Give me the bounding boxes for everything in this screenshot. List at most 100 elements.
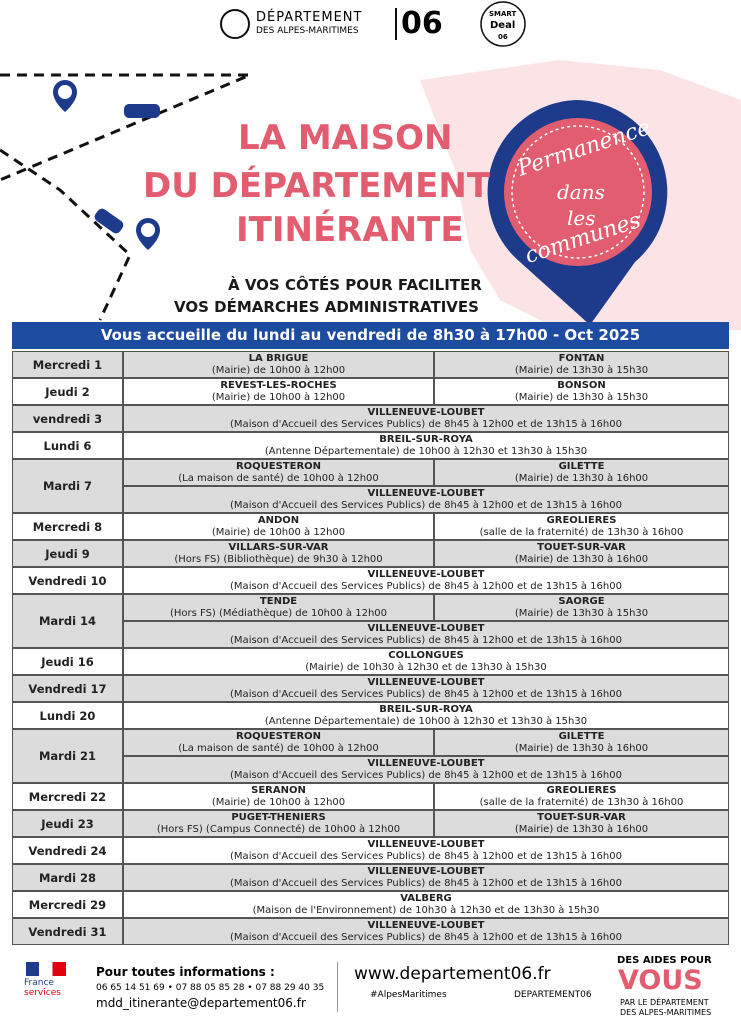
detail: (Maison d'Accueil des Services Publics) … [230,932,622,943]
logo-text: DÉPARTEMENT [256,10,363,25]
place: ROQUESTERON [235,461,322,472]
day: Jeudi 16 [41,654,94,669]
day: Jeudi 2 [45,384,90,399]
place: TOUET-SUR-VAR [537,542,626,553]
place: SAORGE [558,596,605,607]
day-cell: Vendredi 31 [12,918,123,945]
email: mdd_itinerante@departement06.fr [96,996,306,1010]
slot-cell: VILLENEUVE-LOUBET (Maison d'Accueil des S… [123,918,729,945]
place: FONTAN [558,353,605,364]
day: Vendredi 17 [28,681,107,696]
place: VILLENEUVE-LOUBET [367,569,485,580]
place: ROQUESTERON [235,731,322,742]
logo-number: 06 [401,6,443,41]
slot-cell: REVEST-LES-ROCHES (Mairie) de 10h00 à 12h… [123,378,434,405]
place: GILETTE [558,731,605,742]
slot-cell: VILLENEUVE-LOUBET (Maison d'Accueil des S… [123,837,729,864]
day: Mercredi 22 [28,789,107,804]
day: Lundi 20 [39,708,96,723]
slot-cell: LA BRIGUE (Mairie) de 10h00 à 12h00 [123,351,434,378]
slot-cell: SAORGE (Mairie) de 13h30 à 15h30 [434,594,729,621]
slot-cell: BREIL-SUR-ROYA (Antenne Départementale) d… [123,432,729,459]
place: TENDE [259,596,298,607]
detail: (La maison de santé) de 10h00 à 12h00 [178,743,379,754]
day-cell: Mercredi 29 [12,891,123,918]
detail: (Mairie) de 13h30 à 16h00 [514,824,649,835]
slot-cell: VALBERG (Maison de l'Environnement) de 10… [123,891,729,918]
place: VILLENEUVE-LOUBET [367,677,485,688]
detail: (Maison d'Accueil des Services Publics) … [230,500,622,511]
detail: (Hors FS) (Médiathèque) de 10h00 à 12h00 [169,608,388,619]
slot-cell: VILLENEUVE-LOUBET (Maison d'Accueil des S… [123,864,729,891]
fs-logo: France [24,978,54,988]
place: VILLARS-SUR-VAR [228,542,329,553]
decor [0,1,741,330]
detail: (Mairie) de 10h30 à 12h30 et de 13h30 à … [305,662,547,673]
day: Mercredi 8 [32,519,103,534]
place: ANDON [257,515,300,526]
detail: (Mairie) de 13h30 à 16h00 [514,554,649,565]
social: DEPARTEMENT06 [514,990,592,1000]
day-cell: Jeudi 23 [12,810,123,837]
detail: (Maison d'Accueil des Services Publics) … [230,689,622,700]
divider [337,962,338,1012]
day: Mercredi 1 [32,357,103,372]
place: BREIL-SUR-ROYA [379,434,473,445]
detail: (Hors FS) (Bibliothèque) de 9h30 à 12h00 [174,554,383,565]
slot-cell: PUGET-THENIERS (Hors FS) (Campus Connecté… [123,810,434,837]
slot-cell: VILLENEUVE-LOUBET (Maison d'Accueil des S… [123,405,729,432]
place: GREOLIERES [546,785,617,796]
place: VILLENEUVE-LOUBET [367,920,485,931]
detail: (Maison d'Accueil des Services Publics) … [230,419,622,430]
day: Mardi 28 [38,870,97,885]
day-cell: Vendredi 17 [12,675,123,702]
detail: (Mairie) de 13h30 à 16h00 [514,743,649,754]
day: Mardi 14 [38,614,97,628]
day: Mardi 7 [42,479,93,493]
place: LA BRIGUE [248,353,309,364]
day: Vendredi 10 [28,573,107,588]
place: COLLONGUES [388,650,464,661]
badge-text: Deal [490,20,516,31]
subtitle: VOS DÉMARCHES ADMINISTRATIVES [174,298,479,316]
aides: VOUS [618,965,703,996]
place: VILLENEUVE-LOUBET [367,488,485,499]
slot-cell: VILLARS-SUR-VAR (Hors FS) (Bibliothèque) … [123,540,434,567]
detail: (Maison d'Accueil des Services Publics) … [230,851,622,862]
badge-text: SMART [489,10,517,18]
detail: (Mairie) de 10h00 à 12h00 [211,392,346,403]
place: VILLENEUVE-LOUBET [367,758,485,769]
fs-logo: services [24,988,61,998]
day-cell: Vendredi 10 [12,567,123,594]
day-cell: Jeudi 9 [12,540,123,567]
slot-cell: TOUET-SUR-VAR (Mairie) de 13h30 à 16h00 [434,810,729,837]
day: Lundi 6 [43,438,92,453]
title: DU DÉPARTEMENT [143,166,491,206]
detail: (Mairie) de 10h00 à 12h00 [211,365,346,376]
detail: (Maison d'Accueil des Services Publics) … [230,770,622,781]
place: GILETTE [558,461,605,472]
detail: (Maison de l'Environnement) de 10h30 à 1… [252,905,600,916]
hashtag: #AlpesMaritimes [370,990,447,1000]
place: VALBERG [400,893,452,904]
place: GREOLIERES [546,515,617,526]
slot-cell: BREIL-SUR-ROYA (Antenne Départementale) d… [123,702,729,729]
info-title: Pour toutes informations : [96,965,275,979]
detail: (Maison d'Accueil des Services Publics) … [230,635,622,646]
day-cell: Mardi 28 [12,864,123,891]
aides: PAR LE DÉPARTEMENT [620,998,709,1007]
slot-cell: GREOLIERES (salle de la fraternité) de 13… [434,513,729,540]
slot-cell: COLLONGUES (Mairie) de 10h30 à 12h30 et d… [123,648,729,675]
subtitle: À VOS CÔTÉS POUR FACILITER [228,276,482,294]
website: www.departement06.fr [354,964,551,984]
day-cell: Jeudi 16 [12,648,123,675]
detail: (Mairie) de 13h30 à 15h30 [514,392,649,403]
aides: DES AIDES POUR [617,955,712,966]
place: SERANON [251,785,306,796]
place: VILLENEUVE-LOUBET [367,839,485,850]
slot-cell: VILLENEUVE-LOUBET (Maison d'Accueil des S… [123,756,729,783]
detail: (Antenne Départementale) de 10h00 à 12h3… [264,446,588,457]
slot-cell: VILLENEUVE-LOUBET (Maison d'Accueil des S… [123,486,729,513]
detail: (Antenne Départementale) de 10h00 à 12h3… [264,716,588,727]
